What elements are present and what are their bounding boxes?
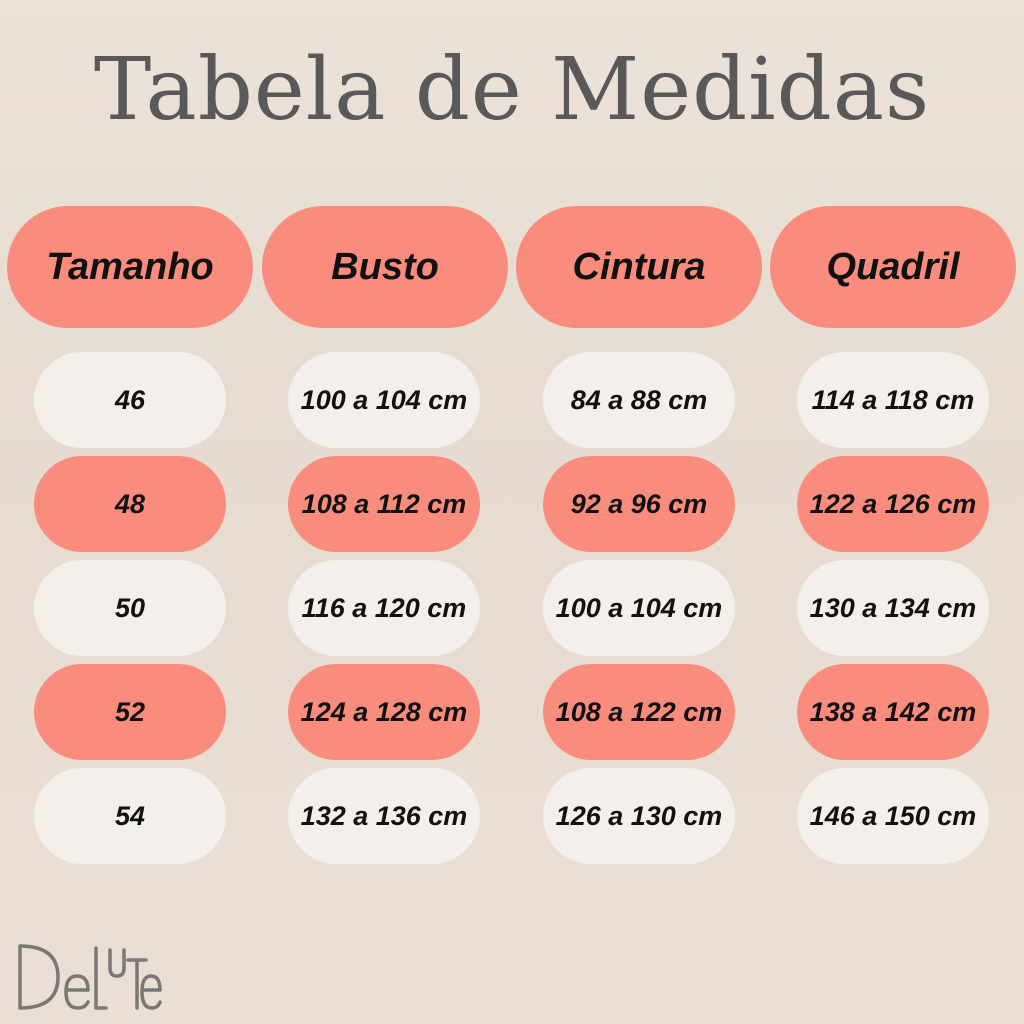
cell-cintura: 92 a 96 cm xyxy=(543,456,735,552)
cell-quadril: 122 a 126 cm xyxy=(797,456,989,552)
cell-cintura: 84 a 88 cm xyxy=(543,352,735,448)
cell-busto: 124 a 128 cm xyxy=(288,664,480,760)
header-cintura: Cintura xyxy=(516,206,762,328)
cell-busto: 108 a 112 cm xyxy=(288,456,480,552)
cell-cintura: 100 a 104 cm xyxy=(543,560,735,656)
cell-quadril: 130 a 134 cm xyxy=(797,560,989,656)
delute-logo xyxy=(18,944,162,1010)
cell-busto: 116 a 120 cm xyxy=(288,560,480,656)
cell-tamanho: 54 xyxy=(34,768,226,864)
cell-busto: 100 a 104 cm xyxy=(288,352,480,448)
cell-busto: 132 a 136 cm xyxy=(288,768,480,864)
cell-cintura: 126 a 130 cm xyxy=(543,768,735,864)
header-quadril: Quadril xyxy=(770,206,1016,328)
cell-tamanho: 52 xyxy=(34,664,226,760)
cell-tamanho: 46 xyxy=(34,352,226,448)
header-tamanho: Tamanho xyxy=(7,206,253,328)
cell-cintura: 108 a 122 cm xyxy=(543,664,735,760)
cell-tamanho: 48 xyxy=(34,456,226,552)
cell-quadril: 114 a 118 cm xyxy=(797,352,989,448)
cell-quadril: 146 a 150 cm xyxy=(797,768,989,864)
cell-tamanho: 50 xyxy=(34,560,226,656)
page-title: Tabela de Medidas xyxy=(93,40,931,140)
cell-quadril: 138 a 142 cm xyxy=(797,664,989,760)
header-busto: Busto xyxy=(262,206,508,328)
